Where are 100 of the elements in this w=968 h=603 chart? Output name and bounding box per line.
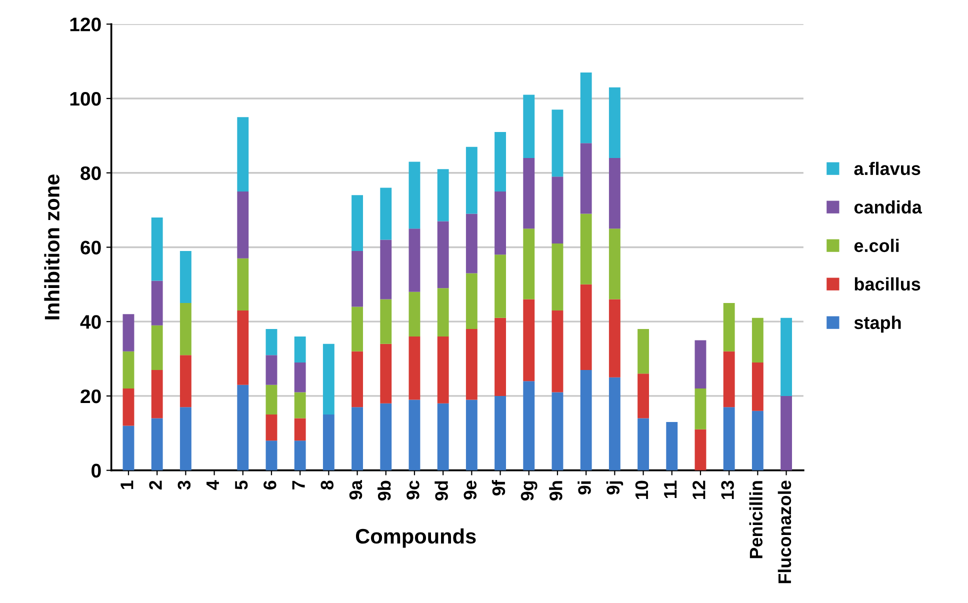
bar bbox=[408, 228, 420, 292]
bar bbox=[437, 169, 449, 222]
bar bbox=[294, 336, 306, 363]
legend-label: e.coli bbox=[854, 238, 899, 252]
bar bbox=[380, 344, 392, 404]
bar bbox=[237, 117, 249, 192]
bar bbox=[780, 318, 792, 396]
y-tick-label: 60 bbox=[80, 240, 101, 254]
bar bbox=[237, 384, 249, 470]
bar bbox=[151, 325, 163, 370]
bar bbox=[694, 429, 706, 470]
x-tick-label: 9e bbox=[464, 480, 477, 500]
bar bbox=[523, 94, 535, 158]
bar bbox=[752, 362, 764, 411]
bar bbox=[608, 299, 620, 378]
bar bbox=[780, 396, 792, 470]
legend-label: staph bbox=[854, 316, 901, 333]
bar bbox=[352, 306, 363, 352]
bar bbox=[552, 244, 564, 310]
bar bbox=[466, 273, 478, 330]
bar bbox=[723, 351, 735, 408]
legend-label: a.flavus bbox=[854, 162, 920, 176]
x-tick-label: 9h bbox=[549, 481, 562, 501]
bar bbox=[266, 355, 278, 385]
x-tick-label: 12 bbox=[692, 480, 706, 500]
bar bbox=[237, 310, 249, 385]
x-tick-label: 9d bbox=[434, 481, 448, 501]
bar bbox=[638, 418, 649, 470]
bar bbox=[151, 280, 163, 326]
legend-label: candida bbox=[854, 200, 922, 214]
x-axis-title: Compounds bbox=[356, 528, 476, 548]
bar bbox=[494, 132, 506, 192]
bar bbox=[580, 143, 592, 214]
bar bbox=[466, 400, 478, 470]
bar bbox=[322, 344, 334, 415]
x-tick-label: 9c bbox=[406, 480, 420, 500]
bar bbox=[523, 381, 535, 470]
bar bbox=[694, 340, 706, 389]
x-tick-label: 9f bbox=[492, 480, 506, 496]
bar bbox=[494, 254, 506, 318]
x-tick-label: 2 bbox=[149, 480, 162, 490]
x-tick-label: 1 bbox=[120, 480, 134, 489]
y-tick-label: 120 bbox=[70, 18, 101, 32]
bar bbox=[122, 314, 134, 352]
bar bbox=[694, 388, 706, 430]
x-tick-label: 9a bbox=[349, 480, 362, 500]
bar bbox=[294, 440, 306, 470]
x-tick-label: 3 bbox=[178, 480, 191, 490]
bar bbox=[180, 407, 192, 470]
bar bbox=[437, 288, 449, 336]
bar bbox=[494, 396, 506, 470]
bar bbox=[552, 110, 564, 177]
x-tick-label: 9b bbox=[377, 480, 391, 501]
x-tick-label: 4 bbox=[206, 480, 219, 490]
bar bbox=[352, 351, 363, 408]
bar bbox=[151, 217, 163, 281]
x-tick-label: 9i bbox=[578, 481, 591, 494]
bar bbox=[638, 374, 649, 418]
x-tick-label: 5 bbox=[235, 480, 248, 490]
bar bbox=[322, 414, 334, 470]
bar bbox=[752, 318, 764, 363]
bar bbox=[608, 377, 620, 470]
bar bbox=[408, 292, 420, 336]
bar bbox=[437, 221, 449, 288]
bar bbox=[523, 228, 535, 300]
x-tick-label: Penicillin bbox=[749, 481, 763, 558]
x-tick-label: 9g bbox=[520, 481, 538, 501]
bar bbox=[466, 146, 478, 214]
y-tick-label: 100 bbox=[70, 92, 101, 106]
bar bbox=[580, 370, 592, 470]
bar bbox=[180, 303, 192, 356]
y-axis-title: Inhibition zone bbox=[44, 174, 60, 320]
bar bbox=[580, 214, 592, 284]
bar bbox=[552, 310, 564, 392]
bar bbox=[494, 191, 506, 255]
bar bbox=[580, 284, 592, 370]
bar bbox=[122, 351, 134, 389]
bar bbox=[266, 329, 278, 356]
bar bbox=[408, 400, 420, 470]
bar bbox=[608, 87, 620, 158]
bar bbox=[437, 403, 449, 470]
bar bbox=[122, 426, 134, 470]
bar bbox=[294, 418, 306, 441]
bar bbox=[266, 414, 278, 441]
x-tick-label: 8 bbox=[320, 480, 334, 490]
bar bbox=[608, 158, 620, 229]
bar bbox=[151, 418, 163, 470]
bar bbox=[180, 250, 192, 304]
bar bbox=[380, 299, 392, 344]
bar bbox=[437, 336, 449, 404]
bar bbox=[352, 195, 363, 251]
bar bbox=[608, 228, 620, 300]
legend-label: bacillus bbox=[854, 277, 920, 291]
bar bbox=[352, 250, 363, 307]
y-tick-label: 0 bbox=[92, 464, 101, 478]
bar bbox=[523, 299, 535, 382]
bar bbox=[638, 329, 649, 374]
bar bbox=[266, 440, 278, 470]
bar bbox=[466, 329, 478, 400]
bar bbox=[723, 303, 735, 352]
